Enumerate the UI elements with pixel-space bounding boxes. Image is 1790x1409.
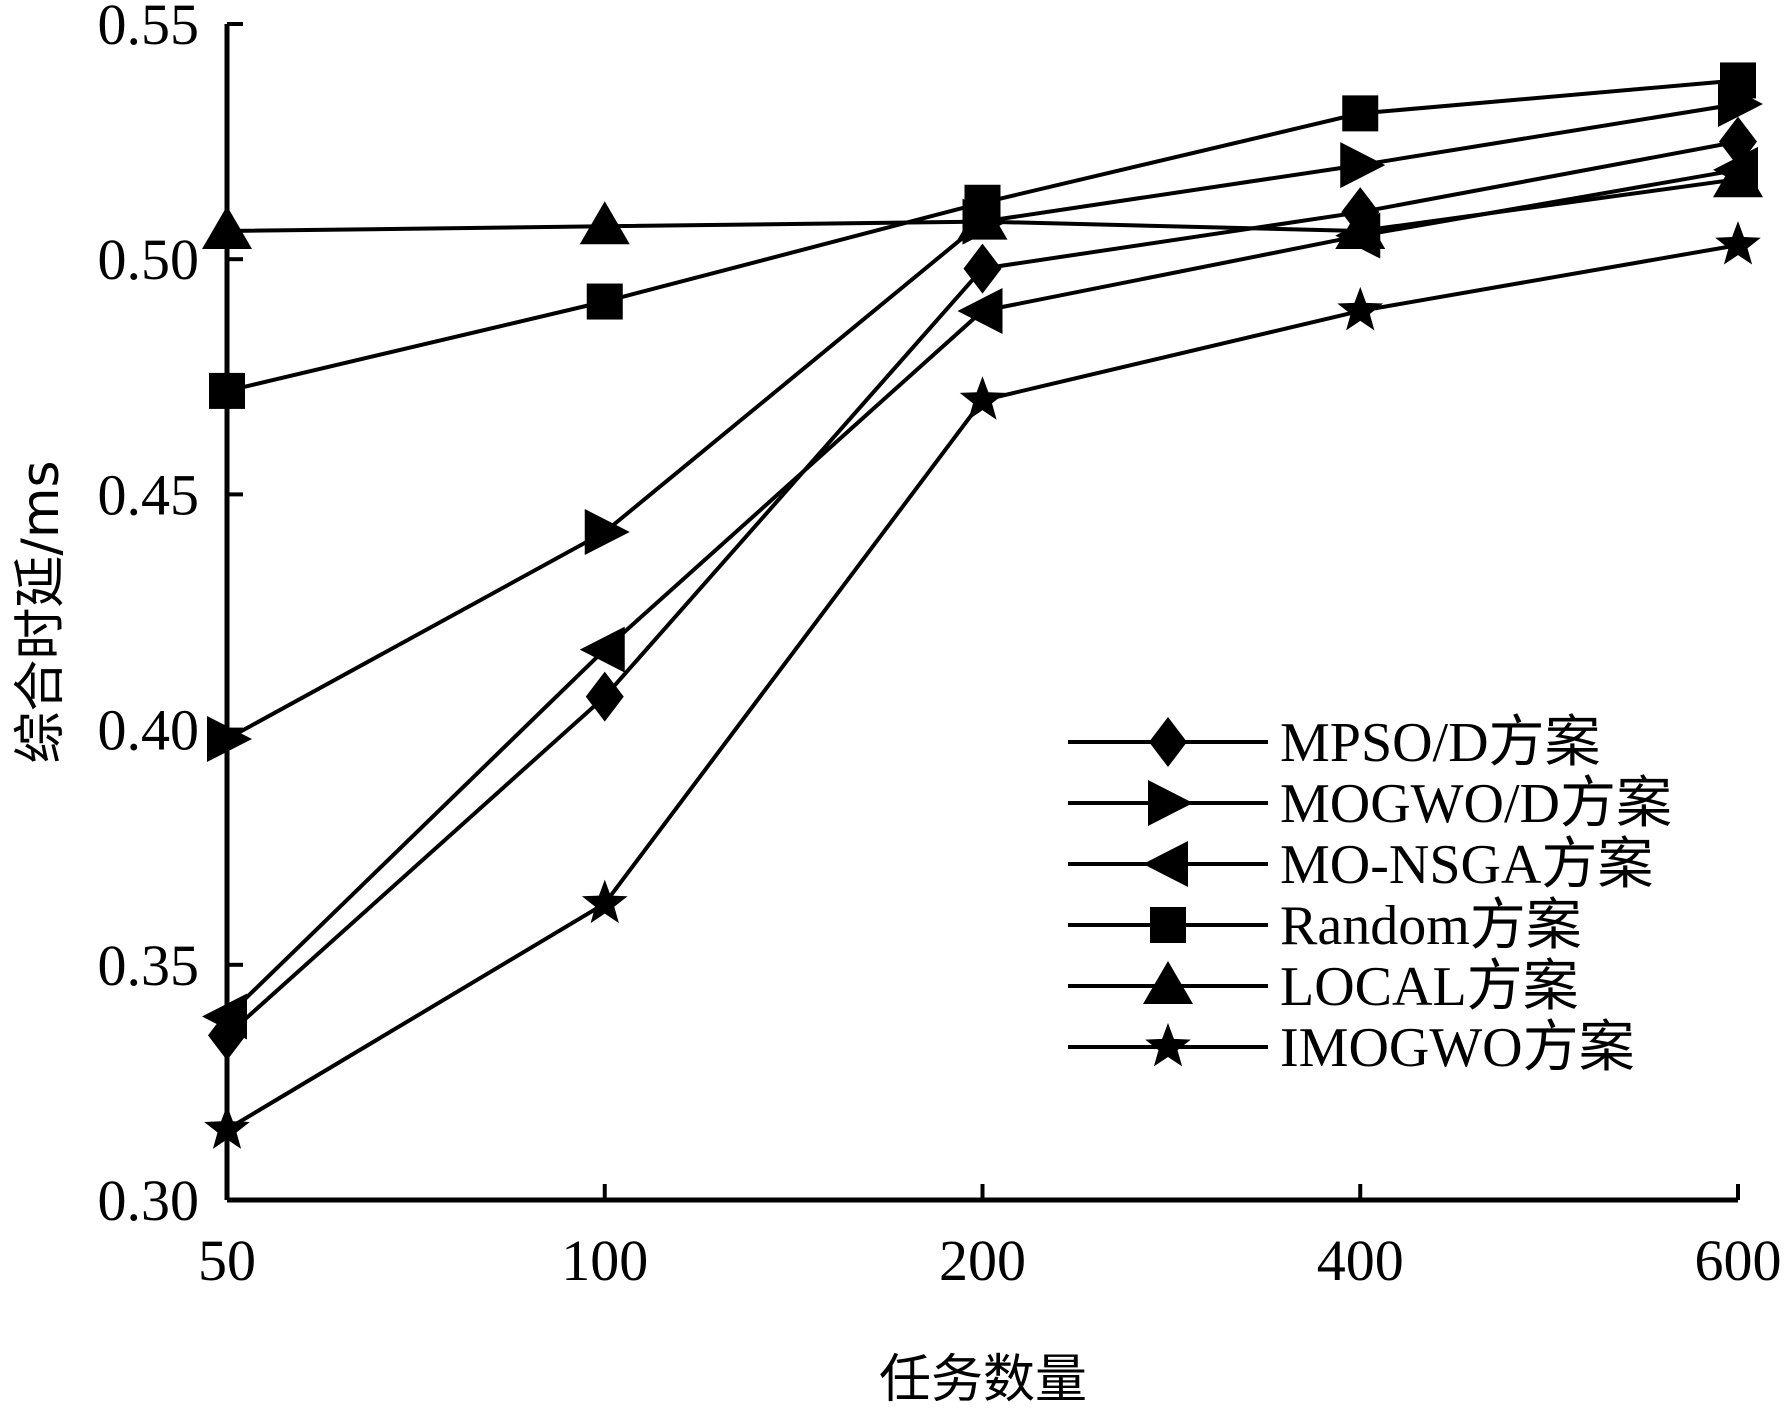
data-point-triangle-left xyxy=(202,993,247,1040)
legend-label: MO-NSGA方案 xyxy=(1280,834,1653,896)
x-tick-label: 50 xyxy=(198,1228,256,1293)
legend-label: MPSO/D方案 xyxy=(1280,712,1601,774)
legend-item: Random方案 xyxy=(1068,895,1582,957)
y-tick-label: 0.35 xyxy=(98,933,200,998)
legend-item: MPSO/D方案 xyxy=(1068,712,1601,774)
legend-marker-star xyxy=(1145,1023,1191,1067)
series-triangle-up xyxy=(202,154,1763,249)
legend-item: IMOGWO方案 xyxy=(1068,1017,1635,1079)
data-point-triangle-right xyxy=(584,509,630,556)
data-point-diamond xyxy=(585,671,624,722)
data-point-triangle-right xyxy=(207,716,252,763)
data-point-diamond xyxy=(963,243,1002,294)
data-point-star xyxy=(581,879,628,924)
x-tick-label: 400 xyxy=(1317,1228,1404,1293)
ticks: 0.30 0.35 0.40 0.45 0.50 0.55 50 100 200 400 600 xyxy=(98,0,1782,1293)
data-point-triangle-up xyxy=(1335,205,1386,249)
y-axis-label: 综合时延/ms xyxy=(11,460,71,763)
data-point-star xyxy=(959,376,1006,420)
y-tick-label: 0.45 xyxy=(98,462,200,527)
x-tick-label: 600 xyxy=(1695,1228,1782,1293)
data-point-star xyxy=(1715,221,1761,265)
data-point-triangle-left xyxy=(957,287,1003,334)
data-point-triangle-left xyxy=(579,626,625,673)
x-tick-label: 200 xyxy=(939,1228,1026,1293)
y-tick-label: 0.40 xyxy=(98,698,200,763)
legend-label: Random方案 xyxy=(1280,895,1582,957)
data-point-square xyxy=(586,283,623,320)
data-point-square xyxy=(209,372,245,409)
x-axis-label: 任务数量 xyxy=(879,1350,1087,1409)
series-layer xyxy=(202,62,1763,1149)
legend: MPSO/D方案MOGWO/D方案MO-NSGA方案Random方案LOCAL方… xyxy=(1068,712,1672,1079)
series-triangle-right xyxy=(207,80,1763,763)
legend-marker-triangle-right xyxy=(1148,780,1193,826)
legend-marker-diamond xyxy=(1149,717,1187,767)
data-point-square xyxy=(1342,95,1379,132)
data-point-triangle-up xyxy=(202,205,252,249)
data-point-triangle-up xyxy=(957,196,1008,240)
x-tick-label: 100 xyxy=(561,1228,648,1293)
y-tick-label: 0.30 xyxy=(98,1168,200,1233)
legend-item: MO-NSGA方案 xyxy=(1068,834,1653,896)
legend-item: LOCAL方案 xyxy=(1068,956,1579,1018)
legend-label: IMOGWO方案 xyxy=(1280,1017,1635,1079)
legend-marker-triangle-left xyxy=(1143,841,1188,887)
legend-item: MOGWO/D方案 xyxy=(1068,773,1672,835)
data-point-triangle-up xyxy=(579,201,630,245)
data-point-triangle-right xyxy=(1340,142,1386,189)
data-point-triangle-up xyxy=(1713,154,1763,198)
data-point-star xyxy=(1337,286,1384,331)
legend-label: MOGWO/D方案 xyxy=(1280,773,1672,835)
legend-label: LOCAL方案 xyxy=(1280,956,1579,1018)
data-point-star xyxy=(204,1105,250,1149)
legend-marker-square xyxy=(1150,907,1186,943)
y-tick-label: 0.55 xyxy=(98,0,200,57)
y-tick-label: 0.50 xyxy=(98,227,200,292)
series-star xyxy=(204,221,1761,1149)
legend-marker-triangle-up xyxy=(1143,961,1193,1004)
data-point-square xyxy=(1720,62,1756,99)
